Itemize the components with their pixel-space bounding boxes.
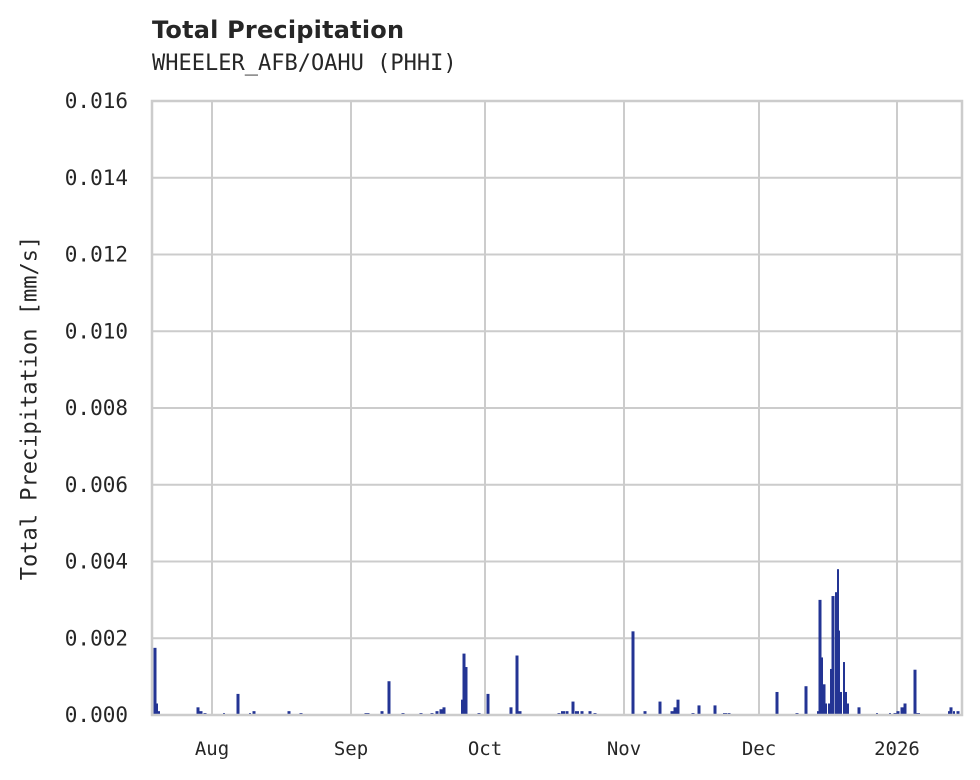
precip-bar <box>658 701 662 715</box>
precip-bar <box>697 705 701 715</box>
precip-bar <box>804 686 808 715</box>
precip-bar <box>896 711 900 715</box>
y-tick-label: 0.006 <box>65 473 128 497</box>
precip-bar <box>857 707 861 715</box>
precip-bar <box>821 657 823 715</box>
precip-bar <box>462 653 466 715</box>
x-tick-label: Dec <box>742 738 776 760</box>
precip-bar <box>673 707 677 715</box>
precip-bar <box>153 647 157 715</box>
precip-bar <box>913 669 917 715</box>
precip-bar <box>713 705 717 715</box>
precip-bar <box>156 703 158 715</box>
precip-bar <box>442 707 446 715</box>
y-tick-label: 0.010 <box>65 319 128 343</box>
precip-bar <box>387 681 391 715</box>
precip-bar <box>956 711 960 715</box>
y-tick-label: 0.000 <box>65 703 128 727</box>
x-tick-label: Sep <box>334 738 368 760</box>
precip-bar <box>949 707 953 715</box>
precip-bar <box>643 711 647 715</box>
y-tick-label: 0.004 <box>65 550 128 574</box>
precip-bar <box>486 693 490 715</box>
x-axis-ticks: Aug Sep Oct Nov Dec 2026 <box>195 738 920 760</box>
precip-bar <box>571 701 575 715</box>
y-tick-label: 0.012 <box>65 243 128 267</box>
precip-bar <box>509 707 513 715</box>
grid-lines <box>152 100 962 716</box>
chart-subtitle: WHEELER_AFB/OAHU (PHHI) <box>152 51 457 76</box>
y-tick-label: 0.016 <box>65 89 128 113</box>
precip-bar <box>631 631 635 715</box>
precip-bar <box>380 711 384 715</box>
precip-bar <box>843 662 845 715</box>
precip-bar <box>775 691 779 715</box>
precip-bar <box>847 703 849 715</box>
precip-bar <box>518 711 522 715</box>
precip-bar <box>903 703 907 715</box>
precip-bar <box>818 599 822 715</box>
precip-bar <box>561 711 565 715</box>
precip-bar <box>588 711 592 715</box>
x-tick-label: Nov <box>607 738 641 760</box>
precip-bar <box>575 711 579 715</box>
precip-bar <box>840 691 842 715</box>
precip-bar <box>461 699 463 715</box>
plot-frame <box>150 99 964 717</box>
precip-bar <box>825 703 827 715</box>
precip-bar <box>464 667 468 715</box>
precip-bar <box>196 707 200 715</box>
precip-bar <box>580 711 584 715</box>
precip-bar <box>252 711 256 715</box>
precip-bar <box>900 707 904 715</box>
x-tick-label: Aug <box>195 738 229 760</box>
precip-bar <box>287 711 291 715</box>
precip-bar <box>435 711 439 715</box>
precip-bar <box>158 711 160 715</box>
precip-bar <box>845 691 847 715</box>
precip-bar <box>565 711 569 715</box>
x-tick-label: Oct <box>468 738 502 760</box>
precip-bar <box>236 693 240 715</box>
precip-bar <box>835 592 837 715</box>
precip-bar <box>831 596 835 715</box>
precip-bar <box>828 703 830 715</box>
precip-bar <box>439 709 443 715</box>
precip-bar <box>670 711 674 715</box>
precip-bar <box>515 655 519 715</box>
precip-bar <box>830 668 832 715</box>
y-tick-label: 0.008 <box>65 396 128 420</box>
y-tick-label: 0.002 <box>65 626 128 650</box>
chart-title: Total Precipitation <box>152 16 405 44</box>
precip-bar <box>953 711 955 715</box>
precip-bar <box>199 711 203 715</box>
y-tick-label: 0.014 <box>65 166 128 190</box>
x-tick-label: 2026 <box>874 738 920 760</box>
precip-bar <box>822 684 826 715</box>
precipitation-bars <box>153 569 960 715</box>
precip-bar <box>838 630 840 715</box>
precip-bar <box>948 711 950 715</box>
y-axis-ticks: 0.000 0.002 0.004 0.006 0.008 0.010 0.012 0.014… <box>65 89 128 727</box>
precip-bar <box>676 699 680 715</box>
precip-bar <box>817 711 819 715</box>
